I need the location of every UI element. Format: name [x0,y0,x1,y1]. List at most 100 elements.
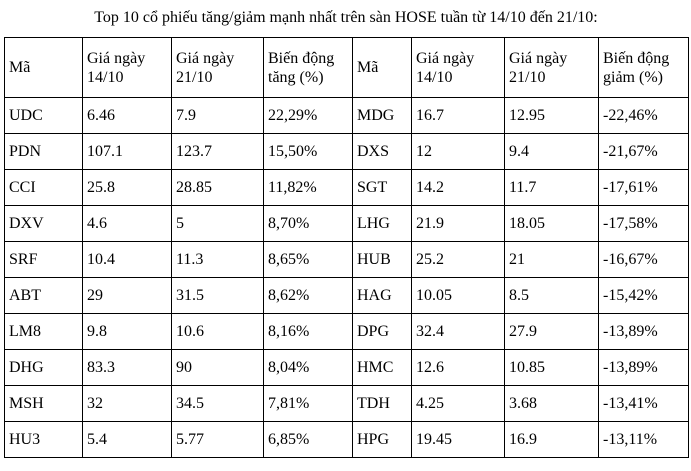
table-cell: 8,16% [263,313,353,350]
table-cell: HU3 [4,421,83,458]
table-cell: 25.8 [82,169,172,206]
table-cell: -13,89% [598,349,689,386]
table-cell: 12.6 [411,349,505,386]
table-cell: 8,65% [263,241,353,278]
table-cell: -22,46% [598,97,689,134]
table-cell: 6.46 [82,97,172,134]
table-cell: 19.45 [411,421,505,458]
table-row-9: HU3 5.4 5.77 6,85% HPG 19.45 16.9 -13,11% [4,421,689,458]
table-cell: 14.2 [411,169,505,206]
table-cell: HPG [352,421,412,458]
table-cell: DXS [352,133,412,170]
table-cell: 8.5 [504,277,599,314]
table-cell: 16.9 [504,421,599,458]
table-row-1: PDN 107.1 123.7 15,50% DXS 12 9.4 -21,67% [4,133,689,170]
header-cell-6: Giá ngày 21/10 [504,37,599,98]
table-cell: MSH [4,385,83,422]
header-cell-1: Giá ngày 14/10 [82,37,172,98]
table-cell: MDG [352,97,412,134]
table-row-3: DXV 4.6 5 8,70% LHG 21.9 18.05 -17,58% [4,205,689,242]
header-cell-3: Biến động tăng (%) [263,37,353,98]
table-cell: 22,29% [263,97,353,134]
table-cell: 8,70% [263,205,353,242]
table-cell: 15,50% [263,133,353,170]
table-cell: 83.3 [82,349,172,386]
table-cell: 4.6 [82,205,172,242]
table-cell: 10.6 [171,313,264,350]
table-row-4: SRF 10.4 11.3 8,65% HUB 25.2 21 -16,67% [4,241,689,278]
table-cell: 10.4 [82,241,172,278]
table-cell: 18.05 [504,205,599,242]
table-cell: PDN [4,133,83,170]
table-cell: 4.25 [411,385,505,422]
table-cell: 21 [504,241,599,278]
table-cell: 123.7 [171,133,264,170]
table-cell: ABT [4,277,83,314]
table-cell: 11.7 [504,169,599,206]
table-cell: CCI [4,169,83,206]
table-cell: DPG [352,313,412,350]
table-cell: 9.8 [82,313,172,350]
table-cell: 27.9 [504,313,599,350]
table-cell: -17,58% [598,205,689,242]
table-cell: 12.95 [504,97,599,134]
table-cell: 10.85 [504,349,599,386]
table-row-2: CCI 25.8 28.85 11,82% SGT 14.2 11.7 -17,61% [4,169,689,206]
table-row-8: MSH 32 34.5 7,81% TDH 4.25 3.68 -13,41% [4,385,689,422]
table-cell: 31.5 [171,277,264,314]
table-cell: DHG [4,349,83,386]
table-row-6: LM8 9.8 10.6 8,16% DPG 32.4 27.9 -13,89% [4,313,689,350]
table-cell: -13,41% [598,385,689,422]
table-cell: 6,85% [263,421,353,458]
table-row-0: UDC 6.46 7.9 22,29% MDG 16.7 12.95 -22,46% [4,97,689,134]
header-cell-2: Giá ngày 21/10 [171,37,264,98]
table-cell: -15,42% [598,277,689,314]
table-cell: HAG [352,277,412,314]
table-cell: 5.77 [171,421,264,458]
table-cell: 5.4 [82,421,172,458]
table-cell: TDH [352,385,412,422]
table-row-5: ABT 29 31.5 8,62% HAG 10.05 8.5 -15,42% [4,277,689,314]
header-cell-7: Biến động giảm (%) [598,37,689,98]
table-cell: SRF [4,241,83,278]
table-cell: LHG [352,205,412,242]
table-cell: 10.05 [411,277,505,314]
table-cell: 8,62% [263,277,353,314]
stocks-table: Mã Giá ngày 14/10 Giá ngày 21/10 Biến động … [4,37,689,458]
table-cell: LM8 [4,313,83,350]
table-cell: 25.2 [411,241,505,278]
table-cell: 11,82% [263,169,353,206]
table-row-7: DHG 83.3 90 8,04% HMC 12.6 10.85 -13,89% [4,349,689,386]
table-cell: -13,11% [598,421,689,458]
table-cell: 7.9 [171,97,264,134]
table-cell: 11.3 [171,241,264,278]
table-cell: 16.7 [411,97,505,134]
table-cell: 12 [411,133,505,170]
table-header-row: Mã Giá ngày 14/10 Giá ngày 21/10 Biến động … [4,37,689,98]
table-cell: 90 [171,349,264,386]
table-cell: 107.1 [82,133,172,170]
table-cell: -13,89% [598,313,689,350]
table-cell: -17,61% [598,169,689,206]
table-cell: 8,04% [263,349,353,386]
table-cell: -21,67% [598,133,689,170]
table-cell: 32 [82,385,172,422]
table-cell: SGT [352,169,412,206]
header-cell-5: Giá ngày 14/10 [411,37,505,98]
table-cell: DXV [4,205,83,242]
table-cell: 32.4 [411,313,505,350]
table-body: UDC 6.46 7.9 22,29% MDG 16.7 12.95 -22,46% PDN 10… [4,97,689,458]
page-title: Top 10 cổ phiếu tăng/giảm mạnh nhất trên… [94,9,598,26]
table-cell: HMC [352,349,412,386]
table-cell: -16,67% [598,241,689,278]
header-cell-4: Mã [352,37,412,98]
table-cell: 34.5 [171,385,264,422]
table-cell: UDC [4,97,83,134]
table-cell: 21.9 [411,205,505,242]
table-cell: 5 [171,205,264,242]
table-cell: 9.4 [504,133,599,170]
table-cell: 3.68 [504,385,599,422]
table-cell: 28.85 [171,169,264,206]
table-cell: 7,81% [263,385,353,422]
